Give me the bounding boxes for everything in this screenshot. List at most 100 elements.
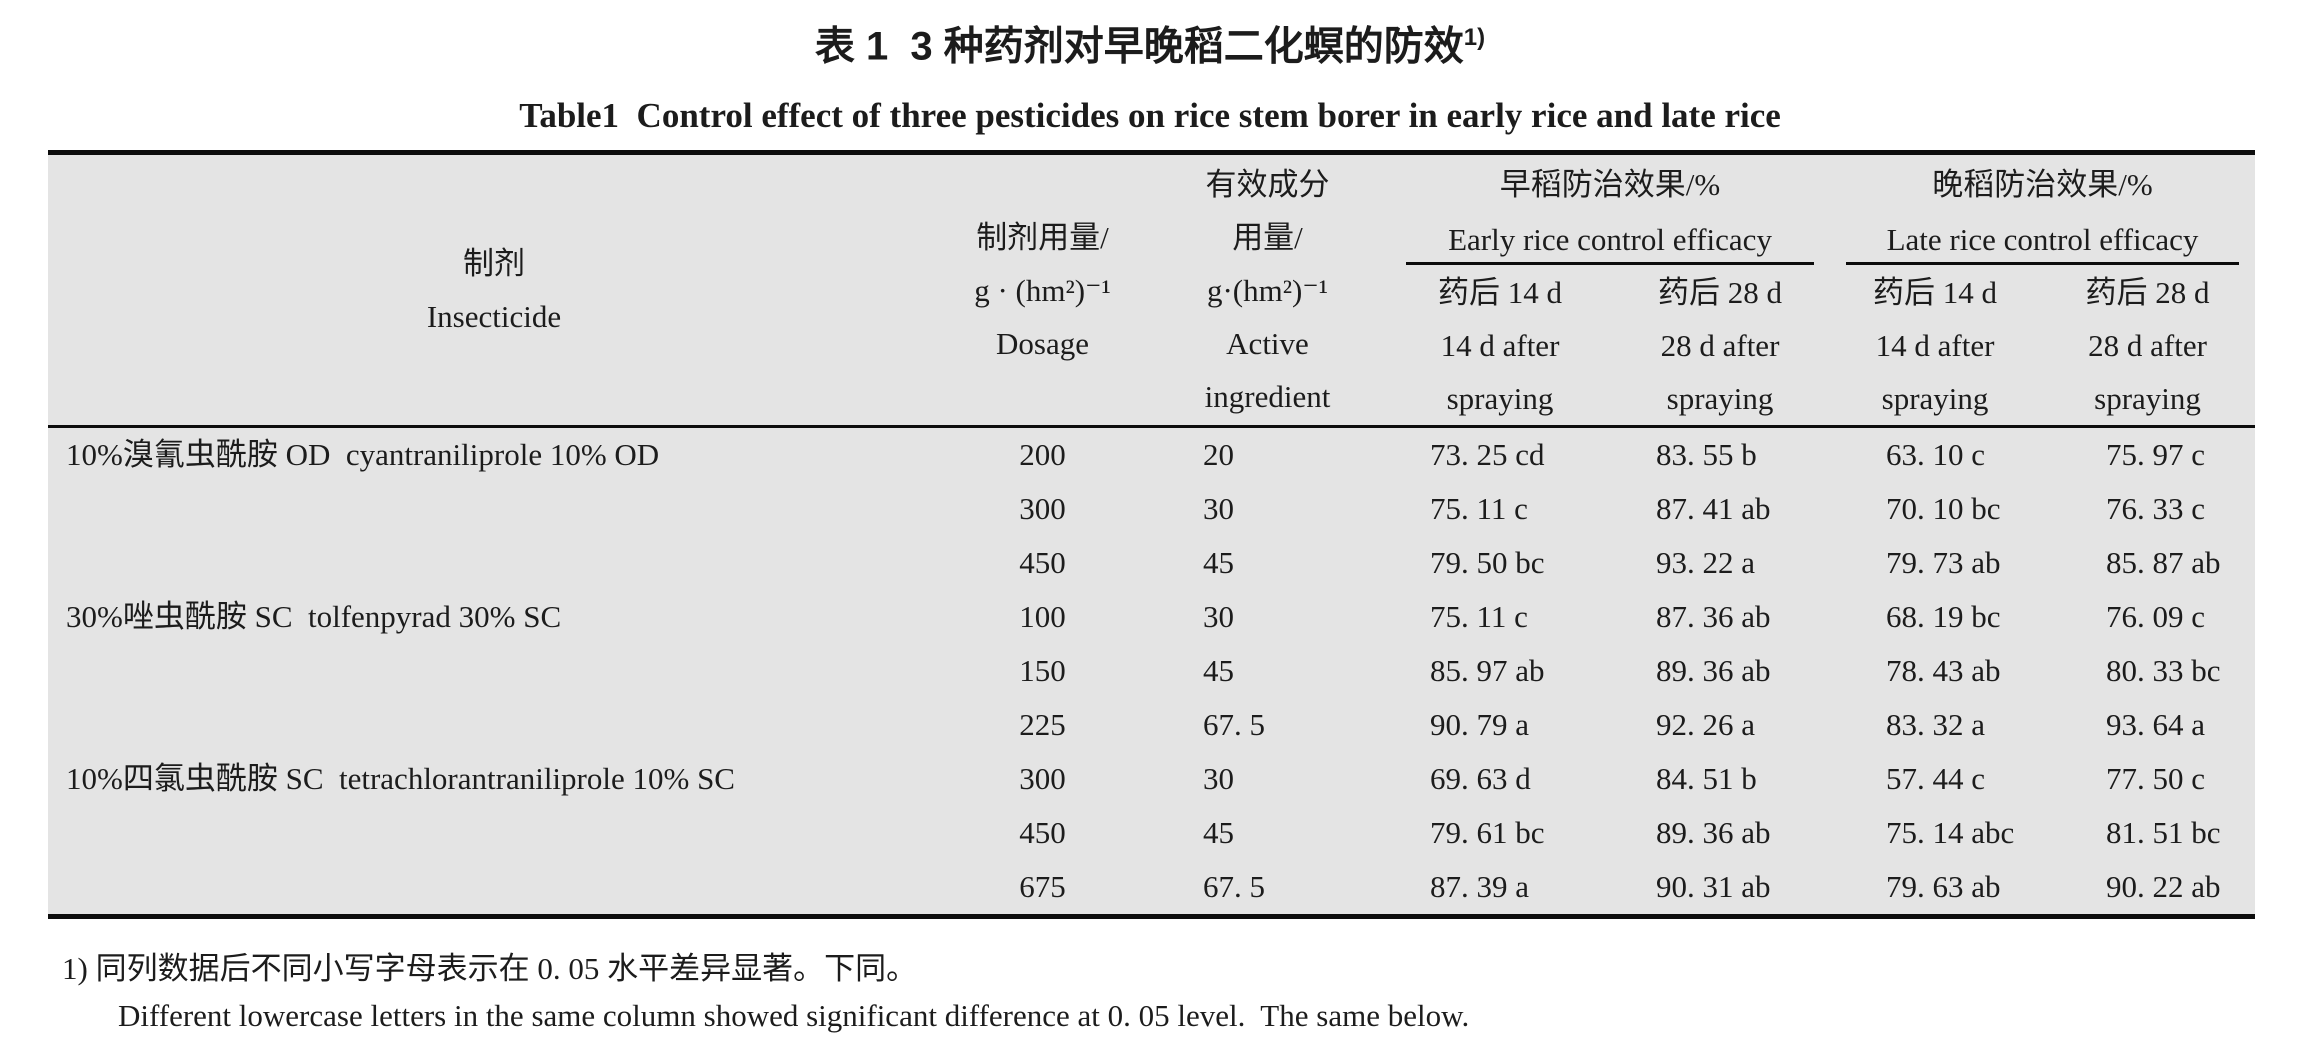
cell-active-ingredient: 67. 5 bbox=[1203, 868, 1265, 904]
header-row-subcolumns: 药后 14 d 14 d after spraying 药后 28 d 28 d… bbox=[48, 265, 2255, 426]
cell-late-14d: 75. 14 abc bbox=[1886, 814, 2015, 850]
cell-late-28d: 76. 09 c bbox=[2106, 598, 2206, 634]
table-row: 450 45 79. 50 bc 93. 22 a 79. 73 ab 85. … bbox=[48, 536, 2255, 590]
cell-late-14d: 78. 43 ab bbox=[1886, 652, 2001, 688]
header-row-groups: 制剂 Insecticide 制剂用量/ g · (hm²)⁻¹ Dosage … bbox=[48, 153, 2255, 414]
cell-early-28d: 87. 41 ab bbox=[1656, 490, 1771, 526]
cell-early-14d: 73. 25 cd bbox=[1430, 436, 1545, 472]
cell-dosage: 450 bbox=[1019, 814, 1066, 850]
cell-dosage: 100 bbox=[1019, 598, 1066, 634]
cell-late-14d: 70. 10 bc bbox=[1886, 490, 2001, 526]
cell-early-28d: 83. 55 b bbox=[1656, 436, 1757, 472]
cell-dosage: 300 bbox=[1019, 760, 1066, 796]
footnote-en: Different lowercase letters in the same … bbox=[118, 997, 1470, 1033]
table-row: 450 45 79. 61 bc 89. 36 ab 75. 14 abc 81… bbox=[48, 806, 2255, 860]
cell-early-14d: 75. 11 c bbox=[1430, 598, 1528, 634]
cell-insecticide-tolfenpyrad: 30%唑虫酰胺 SC tolfenpyrad 30% SC bbox=[66, 598, 562, 634]
cell-late-28d: 90. 22 ab bbox=[2106, 868, 2221, 904]
cell-late-28d: 76. 33 c bbox=[2106, 490, 2206, 526]
col-header-insecticide: 制剂 Insecticide bbox=[48, 153, 940, 427]
table-title-zh-text: 表 1 3 种药剂对早晚稻二化螟的防效 bbox=[814, 24, 1464, 69]
subcol-early-28d-en2: spraying bbox=[1666, 380, 1774, 416]
subcol-early-14d-en2: spraying bbox=[1446, 380, 1554, 416]
group-header-late-en: Late rice control efficacy bbox=[1886, 222, 2199, 258]
cell-late-14d: 83. 32 a bbox=[1886, 706, 1986, 742]
cell-active-ingredient: 45 bbox=[1203, 814, 1234, 850]
cell-early-14d: 85. 97 ab bbox=[1430, 652, 1545, 688]
table-title-en: Table1 Control effect of three pesticide… bbox=[519, 96, 1781, 136]
col-header-insecticide-en: Insecticide bbox=[426, 299, 562, 335]
col-header-dosage: 制剂用量/ g · (hm²)⁻¹ Dosage bbox=[940, 153, 1145, 427]
cell-early-28d: 93. 22 a bbox=[1656, 544, 1756, 580]
table-row: 30%唑虫酰胺 SC tolfenpyrad 30% SC 100 30 75.… bbox=[48, 590, 2255, 644]
cell-dosage: 200 bbox=[1019, 436, 1066, 472]
table-title-footnote-marker: 1) bbox=[1463, 24, 1486, 51]
cell-active-ingredient: 67. 5 bbox=[1203, 706, 1265, 742]
cell-dosage: 450 bbox=[1019, 544, 1066, 580]
subcol-early-14d-zh: 药后 14 d bbox=[1438, 274, 1562, 310]
cell-late-28d: 80. 33 bc bbox=[2106, 652, 2221, 688]
cell-active-ingredient: 45 bbox=[1203, 544, 1234, 580]
table-row: 10%溴氰虫酰胺 OD cyantraniliprole 10% OD 200 … bbox=[48, 426, 2255, 482]
cell-early-28d: 89. 36 ab bbox=[1656, 652, 1771, 688]
subcol-early-14d-en1: 14 d after bbox=[1440, 327, 1560, 363]
cell-active-ingredient: 45 bbox=[1203, 652, 1234, 688]
cell-dosage: 300 bbox=[1019, 490, 1066, 526]
late-group-underline bbox=[1846, 262, 2240, 266]
footnotes: 1) 同列数据后不同小写字母表示在 0. 05 水平差异显著。下同。 Diffe… bbox=[62, 945, 2300, 1039]
cell-early-28d: 90. 31 ab bbox=[1656, 868, 1771, 904]
col-header-dosage-zh: 制剂用量/ bbox=[976, 219, 1109, 255]
group-header-late-zh: 晚稻防治效果/% bbox=[1932, 167, 2153, 203]
cell-active-ingredient: 30 bbox=[1203, 760, 1234, 796]
table-row: 675 67. 5 87. 39 a 90. 31 ab 79. 63 ab 9… bbox=[48, 860, 2255, 917]
cell-late-28d: 85. 87 ab bbox=[2106, 544, 2221, 580]
cell-late-14d: 68. 19 bc bbox=[1886, 598, 2001, 634]
cell-early-14d: 87. 39 a bbox=[1430, 868, 1530, 904]
group-header-early-en: Early rice control efficacy bbox=[1448, 222, 1772, 258]
cell-late-28d: 93. 64 a bbox=[2106, 706, 2206, 742]
cell-late-14d: 79. 63 ab bbox=[1886, 868, 2001, 904]
col-header-active-unit: g·(hm²)⁻¹ bbox=[1206, 272, 1329, 308]
cell-late-14d: 63. 10 c bbox=[1886, 436, 1986, 472]
cell-early-28d: 92. 26 a bbox=[1656, 706, 1756, 742]
cell-early-14d: 69. 63 d bbox=[1430, 760, 1531, 796]
table-row: 10%四氯虫酰胺 SC tetrachlorantraniliprole 10%… bbox=[48, 752, 2255, 806]
col-header-active-zh2: 用量/ bbox=[1232, 219, 1303, 255]
subcol-late-14d-zh: 药后 14 d bbox=[1873, 274, 1998, 310]
cell-late-14d: 79. 73 ab bbox=[1886, 544, 2001, 580]
subcol-early-28d-zh: 药后 28 d bbox=[1658, 274, 1782, 310]
cell-insecticide-tetrachlorantraniliprole: 10%四氯虫酰胺 SC tetrachlorantraniliprole 10%… bbox=[66, 760, 735, 796]
col-header-insecticide-zh: 制剂 bbox=[463, 246, 525, 282]
cell-early-14d: 75. 11 c bbox=[1430, 490, 1528, 526]
subcol-early-28d-en1: 28 d after bbox=[1660, 327, 1780, 363]
group-header-late-rice: 晚稻防治效果/% Late rice control efficacy bbox=[1830, 153, 2255, 266]
subcol-late-14d-en2: spraying bbox=[1881, 380, 1989, 416]
early-group-underline bbox=[1406, 262, 1815, 266]
cell-active-ingredient: 30 bbox=[1203, 598, 1234, 634]
cell-dosage: 225 bbox=[1019, 706, 1066, 742]
cell-dosage: 675 bbox=[1019, 868, 1066, 904]
pesticide-efficacy-table: 制剂 Insecticide 制剂用量/ g · (hm²)⁻¹ Dosage … bbox=[48, 150, 2256, 919]
subcol-late-14d: 药后 14 d 14 d after spraying bbox=[1830, 265, 2040, 426]
cell-active-ingredient: 30 bbox=[1203, 490, 1234, 526]
subcol-late-28d-en1: 28 d after bbox=[2088, 327, 2207, 363]
footnote-zh: 1) 同列数据后不同小写字母表示在 0. 05 水平差异显著。下同。 bbox=[62, 950, 918, 986]
cell-dosage: 150 bbox=[1019, 652, 1066, 688]
table-row: 300 30 75. 11 c 87. 41 ab 70. 10 bc 76. … bbox=[48, 482, 2255, 536]
col-header-dosage-en: Dosage bbox=[996, 325, 1089, 361]
cell-insecticide-cyantraniliprole: 10%溴氰虫酰胺 OD cyantraniliprole 10% OD bbox=[66, 436, 660, 472]
subcol-late-28d: 药后 28 d 28 d after spraying bbox=[2040, 265, 2255, 426]
col-header-active-ingredient: 有效成分 用量/ g·(hm²)⁻¹ Active ingredient bbox=[1145, 153, 1390, 427]
cell-early-28d: 84. 51 b bbox=[1656, 760, 1757, 796]
col-header-active-en2: ingredient bbox=[1204, 378, 1331, 414]
table-body: 10%溴氰虫酰胺 OD cyantraniliprole 10% OD 200 … bbox=[48, 426, 2255, 916]
cell-early-28d: 87. 36 ab bbox=[1656, 598, 1771, 634]
cell-early-14d: 90. 79 a bbox=[1430, 706, 1530, 742]
table-header: 制剂 Insecticide 制剂用量/ g · (hm²)⁻¹ Dosage … bbox=[48, 153, 2256, 427]
cell-late-28d: 81. 51 bc bbox=[2106, 814, 2221, 850]
cell-early-14d: 79. 50 bc bbox=[1430, 544, 1545, 580]
cell-late-14d: 57. 44 c bbox=[1886, 760, 1986, 796]
cell-late-28d: 75. 97 c bbox=[2106, 436, 2206, 472]
subcol-early-14d: 药后 14 d 14 d after spraying bbox=[1390, 265, 1610, 426]
cell-active-ingredient: 20 bbox=[1203, 436, 1234, 472]
